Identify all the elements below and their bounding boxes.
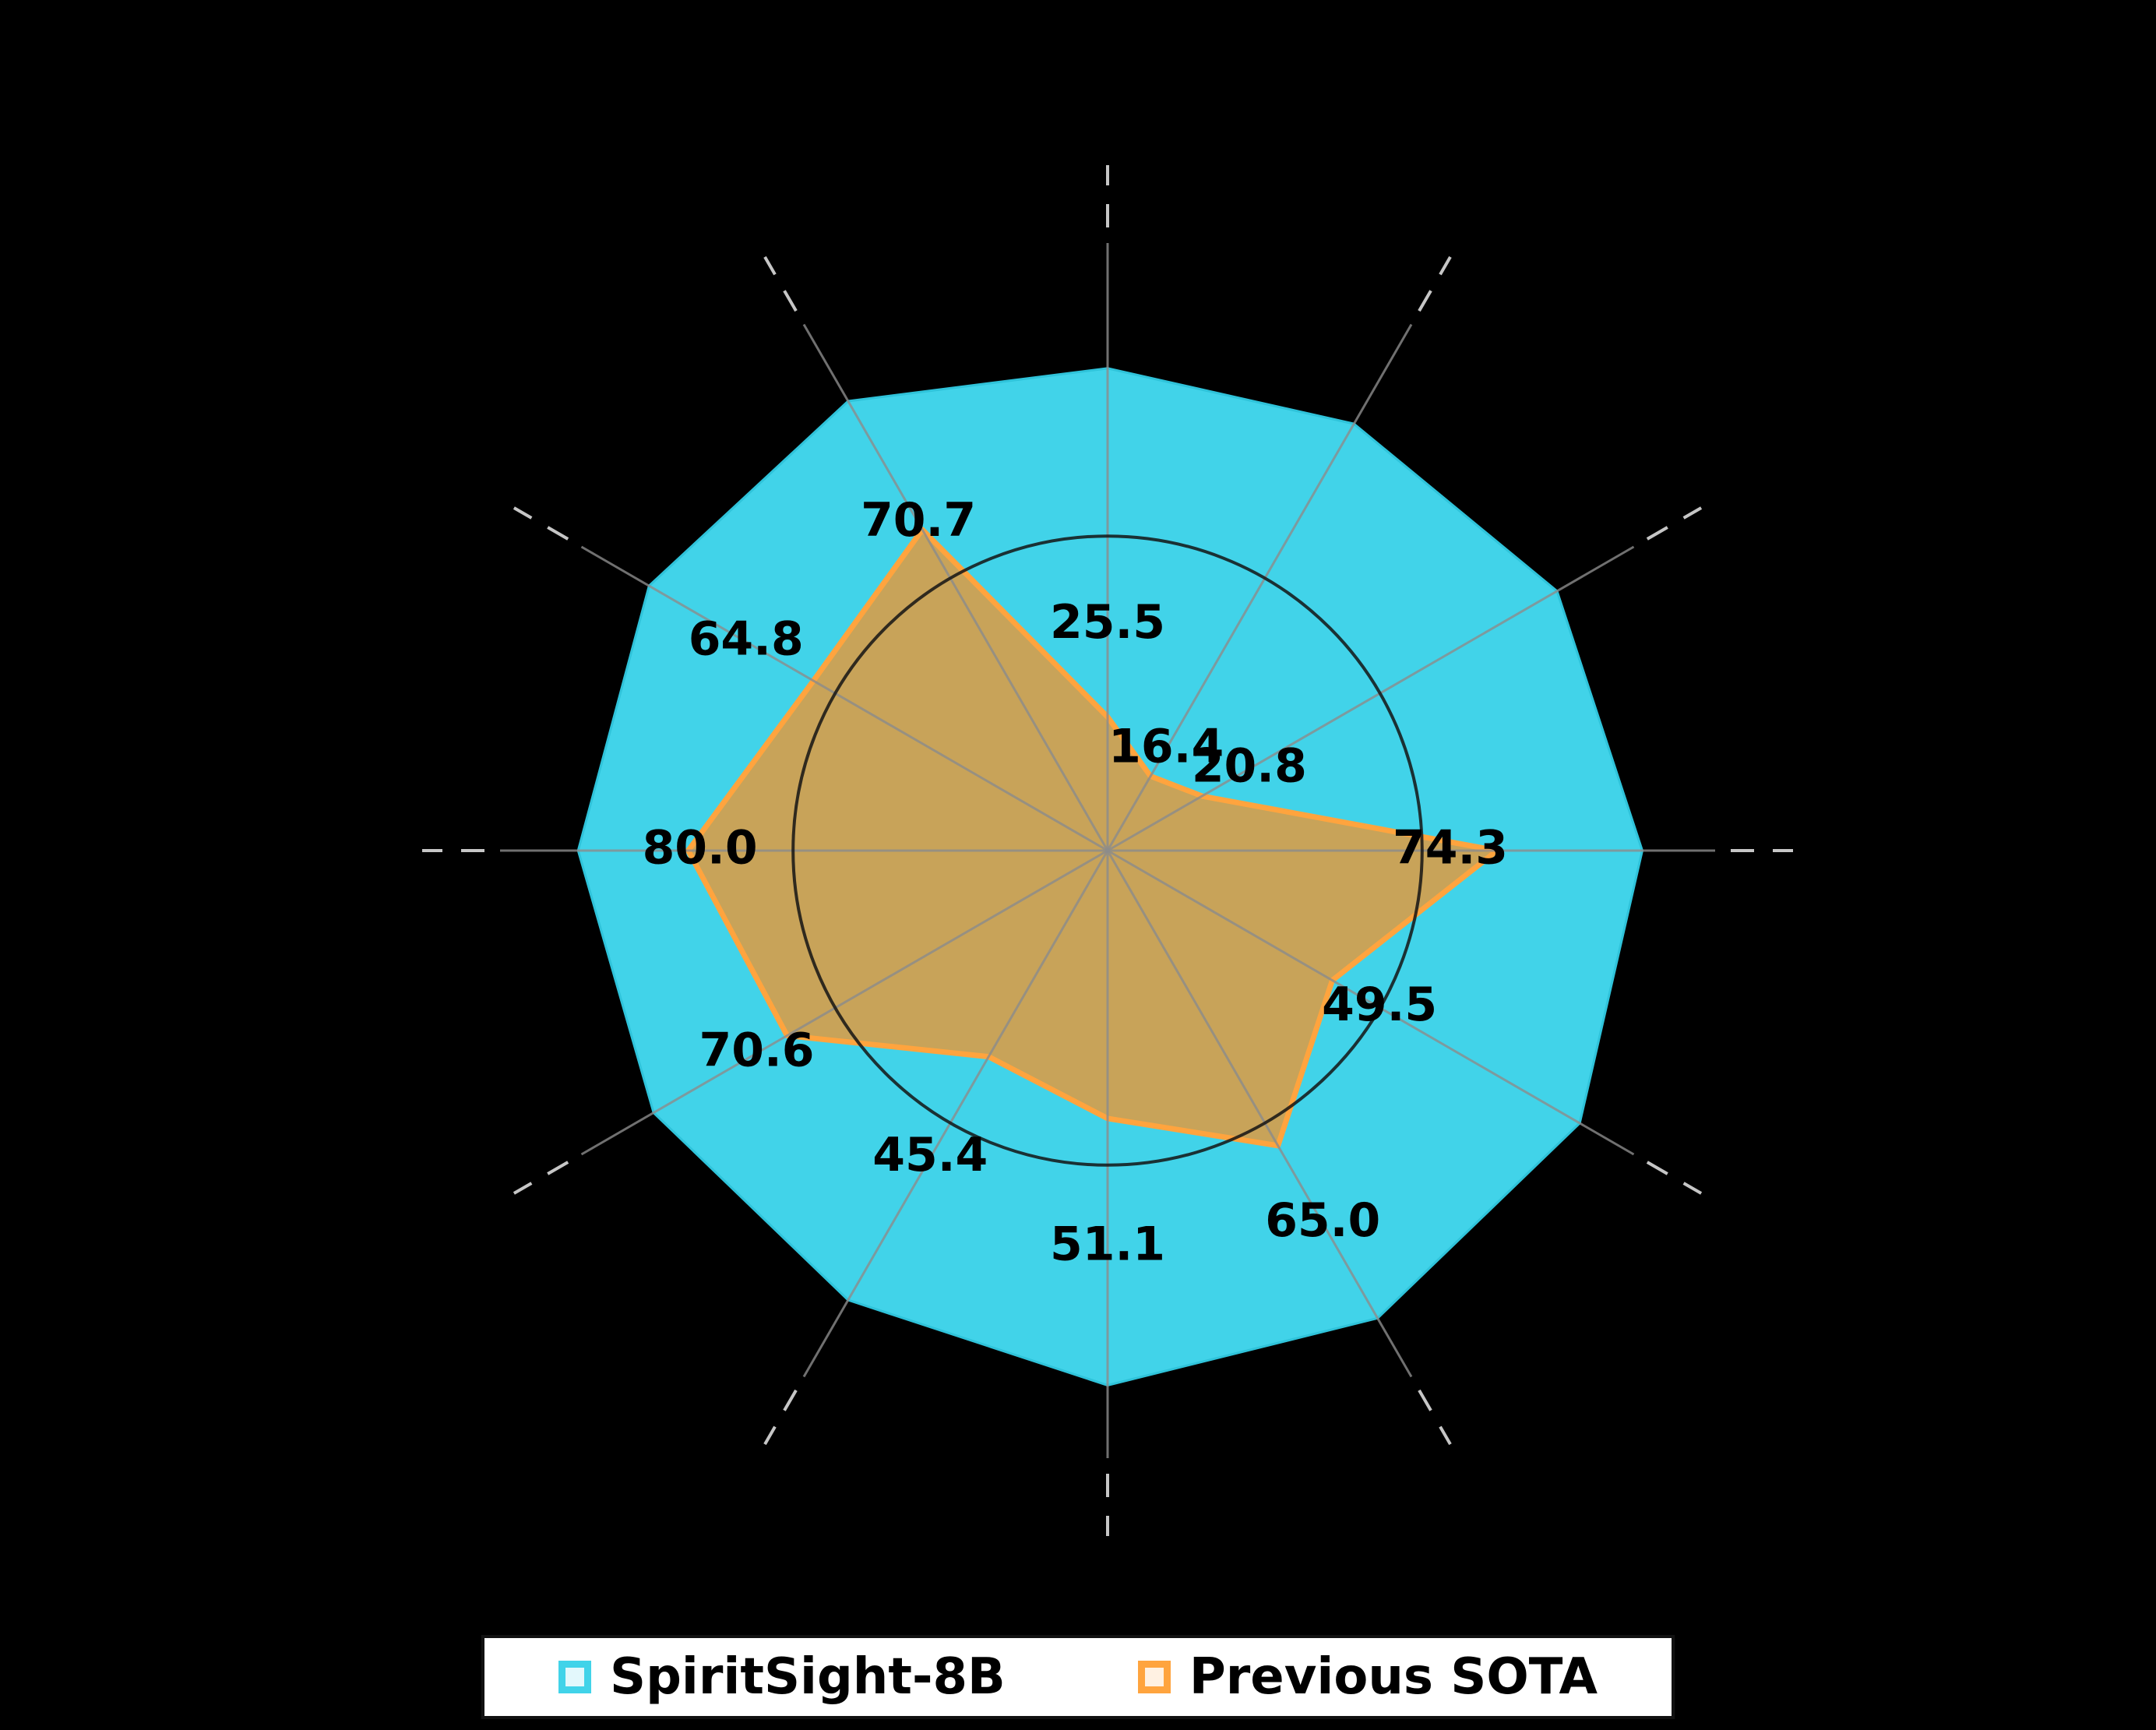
value-label: 70.6 [699,1024,815,1078]
radar-spoke [802,850,1109,1378]
radar-spoke-tip-dash [763,1389,798,1446]
legend-item-previous-sota: Previous SOTA [1137,1648,1598,1706]
radar-spoke [1107,849,1635,1156]
radar-spoke-tip-dash [513,506,569,541]
value-label: 16.4 [1108,719,1224,773]
grid-layer [422,165,1793,1536]
radar-spoke [802,323,1109,851]
legend-item-spiritsight-8b: SpiritSight-8B [558,1652,1006,1702]
radar-spoke-tip-dash [1646,506,1703,541]
radar-spoke [580,545,1108,852]
radar-spoke [1107,545,1635,852]
radar-ring-gridline [791,534,1424,1167]
value-label: 20.8 [1192,739,1307,794]
radar-spoke [580,849,1108,1156]
legend-swatch-spiritsight-8b-icon [558,1661,592,1693]
legend-label-spiritsight-8b: SpiritSight-8B [610,1648,1006,1706]
radar-spoke-tip-dash [1418,255,1452,312]
series-layer [576,367,1643,1386]
legend: SpiritSight-8B Previous SOTA [481,1635,1675,1719]
radar-spoke-tip-dash [1646,1161,1703,1195]
value-label: 80.0 [643,821,758,876]
value-label: 25.5 [1050,595,1165,650]
radar-spoke-tip-dash [513,1161,569,1195]
value-label: 51.1 [1050,1217,1165,1271]
radar-spoke-tip-dash [763,255,798,312]
radar-spoke [1106,850,1413,1378]
value-label: 65.0 [1265,1193,1380,1248]
legend-swatch-previous-sota-icon [1137,1661,1171,1693]
value-label-layer: 25.5 16.420.8 74.3 49.5 65.0 51.1 45.4 70.6 80.0… [643,493,1508,1272]
value-label: 74.3 [1393,821,1508,876]
legend-label-previous-sota: Previous SOTA [1189,1648,1598,1706]
value-label: 64.8 [689,612,804,667]
value-label: 45.4 [872,1128,988,1182]
value-label: 49.5 [1322,978,1437,1032]
radar-spoke-tip-dash [1418,1389,1452,1446]
radar-spoke [1106,323,1413,851]
value-label: 70.7 [861,493,976,548]
